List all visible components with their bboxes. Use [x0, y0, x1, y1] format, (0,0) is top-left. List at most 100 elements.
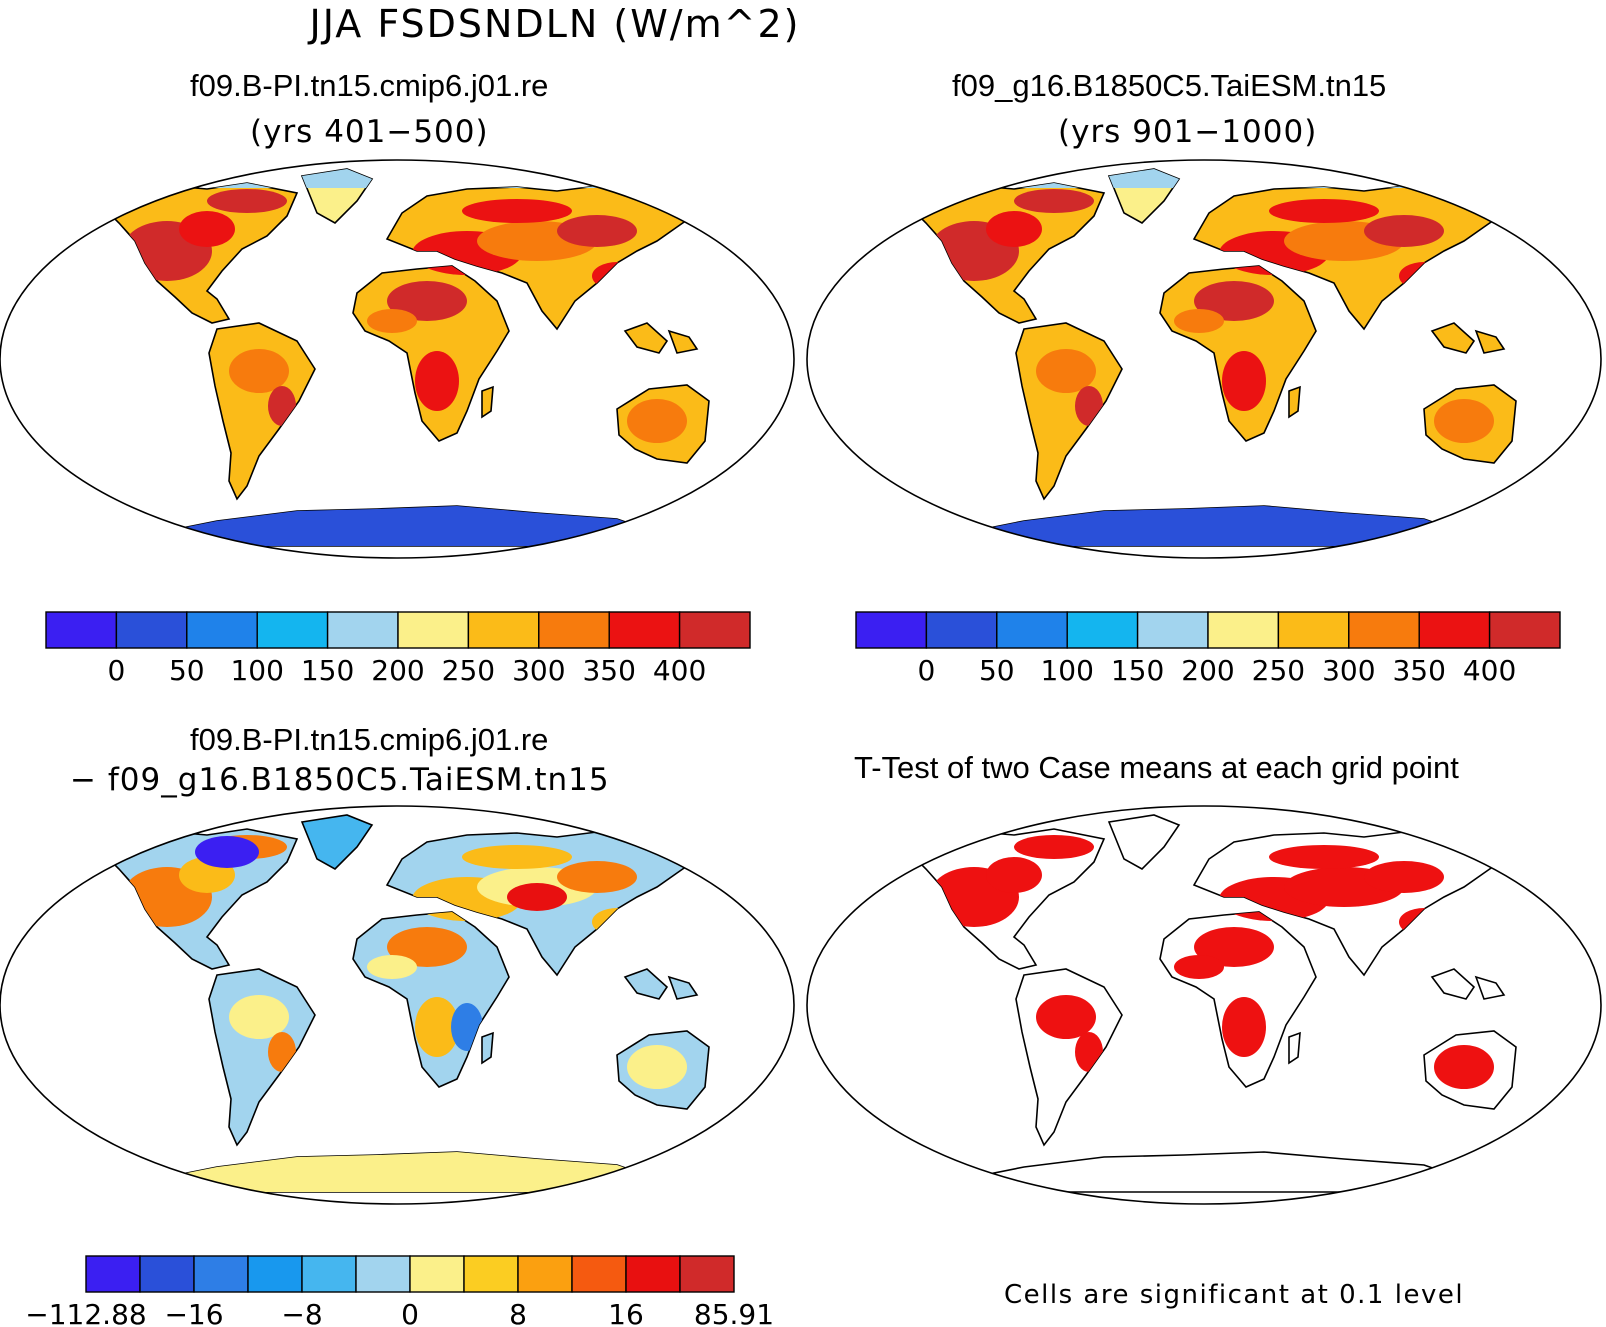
field-patch — [1434, 1045, 1494, 1089]
colorbar-box — [571, 1255, 627, 1293]
colorbar-box — [139, 1255, 195, 1293]
colorbar-tick-label: 300 — [512, 654, 565, 687]
field-patch — [367, 955, 417, 979]
colorbar-tick-label: 50 — [169, 654, 205, 687]
panel-tl-title: f09.B-PI.tn15.cmip6.j01.re — [190, 68, 549, 103]
colorbar-box — [855, 611, 928, 649]
land-seAsia — [623, 322, 699, 354]
field-patch — [268, 386, 296, 426]
map-panel-bottom-right — [806, 805, 1602, 1205]
colorbar-box — [517, 1255, 573, 1293]
colorbar-tick-label: 0 — [917, 654, 935, 687]
field-patch — [1399, 908, 1449, 936]
field-patch — [415, 351, 459, 411]
field-patch — [1174, 955, 1224, 979]
colorbar-tick-label: 100 — [230, 654, 283, 687]
panel-tl-subtitle: (yrs 401−500) — [250, 114, 489, 150]
colorbar-tick-label: 16 — [608, 1298, 644, 1327]
map-border — [0, 159, 795, 559]
colorbar-box — [115, 611, 188, 649]
map-border — [806, 805, 1602, 1205]
significance-note: Cells are significant at 0.1 level — [1004, 1280, 1465, 1310]
colorbar-box — [996, 611, 1068, 649]
field-patch — [179, 211, 235, 247]
field-patch — [1036, 349, 1096, 393]
colorbar-box — [679, 1255, 735, 1293]
colorbar-box — [608, 611, 681, 649]
field-patch — [462, 845, 572, 869]
colorbar-box — [45, 611, 118, 649]
field-patch — [627, 1045, 687, 1089]
field-patch — [1174, 309, 1224, 333]
colorbar-tick-label: 100 — [1040, 654, 1093, 687]
panel-br-title: T-Test of two Case means at each grid po… — [854, 750, 1459, 785]
field-patch — [229, 995, 289, 1039]
map-panel-top-left — [0, 159, 795, 559]
field-patch — [415, 997, 459, 1057]
colorbar-box — [467, 611, 540, 649]
colorbar-box — [256, 611, 329, 649]
colorbar-box — [678, 611, 751, 649]
field-patch — [557, 861, 637, 893]
colorbar-box — [463, 1255, 519, 1293]
colorbar-box — [1136, 611, 1209, 649]
field-patch — [1364, 861, 1444, 893]
field-patch — [592, 262, 642, 290]
field-patch — [1075, 386, 1103, 426]
field-patch — [1014, 189, 1094, 213]
colorbar-top-left: 0 50 100 150 200 250 300 350 400 — [45, 611, 751, 687]
colorbar-tick-label: 8 — [509, 1298, 527, 1327]
colorbar-box — [326, 611, 399, 649]
colorbar-tick-label: 150 — [301, 654, 354, 687]
land-greenland — [1107, 814, 1181, 870]
colorbar-box — [538, 611, 610, 649]
colorbar-tick-label: 350 — [1392, 654, 1445, 687]
map-border — [806, 159, 1602, 559]
colorbar-tick-label: 50 — [979, 654, 1015, 687]
panel-tr-subtitle: (yrs 901−1000) — [1058, 114, 1318, 150]
colorbar-box — [301, 1255, 357, 1293]
colorbar-tick-label: 85.91 — [694, 1298, 774, 1327]
land-madagascar — [481, 385, 494, 419]
field-patch — [268, 1032, 296, 1072]
map-border — [0, 805, 795, 1205]
colorbar-top-right: 0 50 100 150 200 250 300 350 400 — [855, 611, 1561, 687]
land-greenland — [300, 814, 374, 870]
field-patch — [1075, 1032, 1103, 1072]
map-panel-bottom-left — [0, 805, 795, 1205]
colorbar-box — [186, 611, 258, 649]
map-panel-top-right — [806, 159, 1602, 559]
colorbar-box — [1207, 611, 1280, 649]
colorbar-tick-label: 150 — [1111, 654, 1164, 687]
field-patch — [207, 189, 287, 213]
field-patch — [462, 199, 572, 223]
land-madagascar — [481, 1031, 494, 1065]
colorbar-box — [1418, 611, 1491, 649]
colorbar-box — [193, 1255, 249, 1293]
colorbar-box — [355, 1255, 411, 1293]
figure-title: JJA FSDSNDLN (W/m^2) — [309, 2, 801, 46]
colorbar-box — [397, 611, 470, 649]
panel-tr-title: f09_g16.B1850C5.TaiESM.tn15 — [952, 68, 1387, 103]
field-patch — [1036, 995, 1096, 1039]
colorbar-tick-label: 0 — [401, 1298, 419, 1327]
field-patch — [986, 211, 1042, 247]
field-patch — [1222, 351, 1266, 411]
colorbar-tick-label: 200 — [1181, 654, 1234, 687]
colorbar-tick-label: −112.88 — [25, 1298, 146, 1327]
colorbar-tick-label: 250 — [1252, 654, 1305, 687]
field-patch — [1014, 835, 1094, 859]
colorbar-box — [409, 1255, 465, 1293]
colorbar-difference: −112.88 −16 −8 0 8 16 85.91 — [25, 1255, 774, 1327]
colorbar-box — [1488, 611, 1561, 649]
colorbar-box — [625, 1255, 681, 1293]
field-patch — [387, 281, 467, 321]
field-patch — [1364, 215, 1444, 247]
land-seAsia — [1430, 968, 1506, 1000]
field-patch — [1399, 262, 1449, 290]
colorbar-tick-label: −16 — [164, 1298, 223, 1327]
colorbar-box — [85, 1255, 141, 1293]
land-seAsia — [623, 968, 699, 1000]
land-seAsia — [1430, 322, 1506, 354]
